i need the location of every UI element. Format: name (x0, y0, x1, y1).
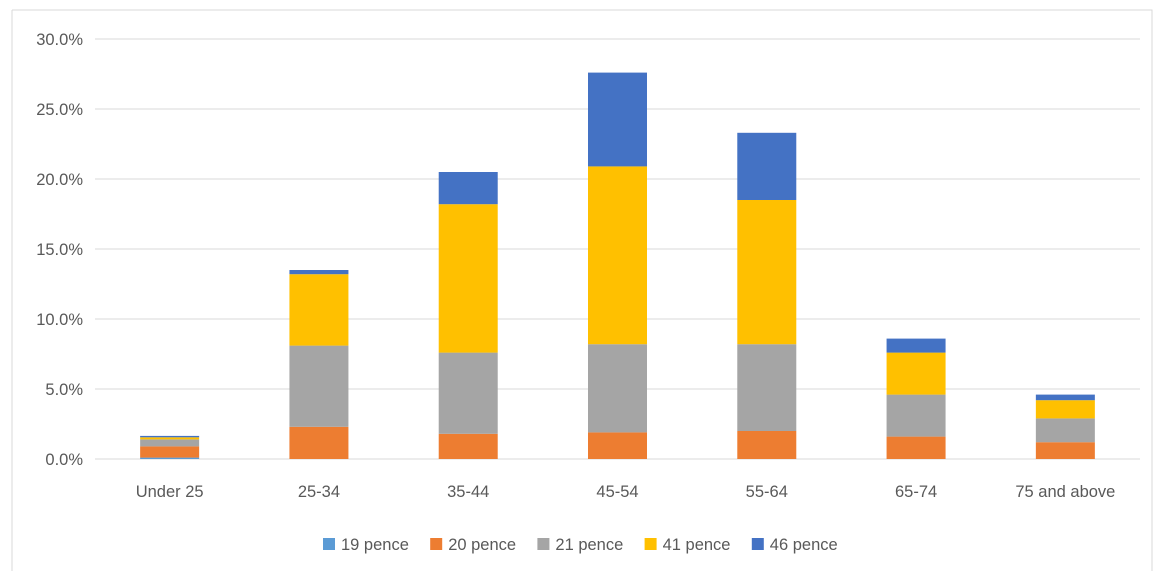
legend-label: 20 pence (448, 536, 516, 554)
bar-segment-21-pence (886, 394, 946, 437)
legend-label: 19 pence (341, 536, 409, 554)
chart-border (11, 9, 1153, 571)
bar-segment-19-pence (140, 457, 200, 459)
bar-segment-41-pence (140, 437, 200, 440)
x-tick-label: Under 25 (136, 483, 204, 501)
bar-segment-20-pence (886, 436, 946, 459)
bar-segment-46-pence (737, 132, 797, 200)
bar-segment-41-pence (289, 274, 349, 346)
y-tick-label: 15.0% (36, 241, 83, 259)
legend-label: 46 pence (770, 536, 838, 554)
bar-segment-20-pence (140, 446, 200, 458)
bar-segment-46-pence (289, 270, 349, 275)
bar-segment-20-pence (438, 433, 498, 459)
y-tick-label: 30.0% (36, 31, 83, 49)
bar-segment-46-pence (886, 338, 946, 353)
legend-swatch (751, 538, 764, 550)
x-tick-label: 55-64 (746, 483, 788, 501)
legend-label: 21 pence (555, 536, 623, 554)
legend-swatch (537, 538, 550, 550)
bar-segment-20-pence (588, 432, 647, 459)
y-tick-label: 20.0% (36, 171, 83, 189)
legend-swatch (323, 538, 335, 550)
bar-segment-41-pence (1035, 400, 1095, 419)
x-tick-label: 35-44 (447, 483, 489, 501)
y-tick-label: 0.0% (45, 451, 83, 469)
bar-segment-41-pence (886, 352, 946, 395)
bar-segment-21-pence (140, 439, 200, 447)
legend-label: 41 pence (663, 536, 731, 554)
bar-segment-21-pence (438, 352, 498, 434)
bar-segment-21-pence (289, 345, 349, 427)
bar-segment-20-pence (1035, 442, 1095, 459)
bar-segment-46-pence (1035, 394, 1095, 401)
x-tick-label: 65-74 (895, 483, 937, 501)
bar-segment-21-pence (588, 344, 647, 433)
bar-segment-41-pence (737, 200, 797, 345)
y-tick-label: 10.0% (36, 311, 83, 329)
x-tick-label: 25-34 (298, 483, 340, 501)
legend-swatch (644, 538, 657, 550)
bar-segment-41-pence (588, 166, 647, 345)
y-tick-label: 25.0% (36, 101, 83, 119)
bar-segment-46-pence (438, 172, 498, 205)
y-tick-label: 5.0% (45, 381, 83, 399)
x-tick-label: 75 and above (1015, 483, 1115, 501)
bar-segment-46-pence (140, 435, 200, 438)
bar-segment-46-pence (588, 72, 647, 167)
bar-segment-41-pence (438, 204, 498, 353)
bar-segment-21-pence (737, 344, 797, 431)
bar-segment-20-pence (737, 431, 797, 459)
bar-segment-21-pence (1035, 418, 1095, 443)
bar-segment-20-pence (289, 426, 349, 459)
x-tick-label: 45-54 (596, 483, 638, 501)
legend-swatch (430, 538, 443, 550)
